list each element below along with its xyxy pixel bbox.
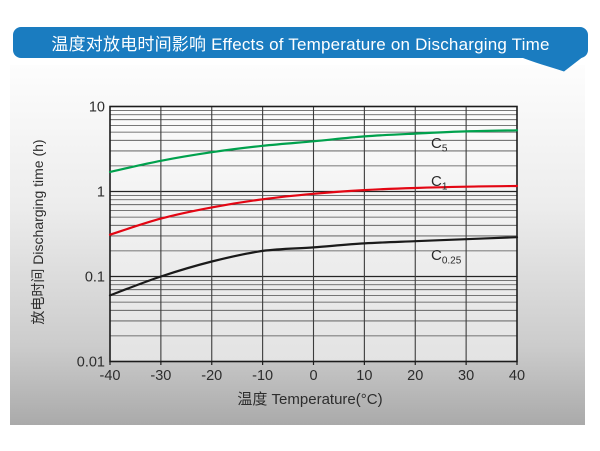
curve-label-C1: C1 <box>431 173 448 193</box>
curves <box>108 129 519 297</box>
grid-lines <box>110 106 517 362</box>
banner-tail-icon <box>518 56 584 72</box>
x-axis-title: 温度 Temperature(°C) <box>237 391 382 408</box>
curve-label-C5: C5 <box>431 135 448 155</box>
x-tick-label: 20 <box>407 368 423 384</box>
x-tick-label: -40 <box>100 368 121 384</box>
x-tick-label: 30 <box>458 368 474 384</box>
x-tick-label: 40 <box>509 368 525 384</box>
axis-tick-labels: 10 1 0.1 0.01-40 -30 -20 -10 0 10 20 30 40 <box>77 100 525 385</box>
curve-labels: C5 C1 C0.25 <box>431 135 462 267</box>
y-tick-label: 0.1 <box>85 270 105 286</box>
y-tick-label: 1 <box>97 185 105 201</box>
y-tick-label: 10 <box>89 100 105 116</box>
x-tick-label: 0 <box>309 368 317 384</box>
y-tick-label: 0.01 <box>77 355 105 371</box>
x-tick-label: -20 <box>201 368 222 384</box>
curve-C5 <box>108 129 519 173</box>
x-tick-label: -30 <box>150 368 171 384</box>
curve-label-C0.25: C0.25 <box>431 247 462 267</box>
axis-titles: 温度 Temperature(°C) 放电时间 Discharging time … <box>30 139 383 408</box>
x-tick-label: -10 <box>252 368 273 384</box>
y-axis-title: 放电时间 Discharging time (h) <box>30 139 46 324</box>
x-tick-label: 10 <box>356 368 372 384</box>
title-banner: 温度对放电时间影响 Effects of Temperature on Disc… <box>13 27 588 58</box>
curve-C1 <box>108 184 519 236</box>
page-title: 温度对放电时间影响 Effects of Temperature on Disc… <box>51 35 550 54</box>
curve-C0.25 <box>108 236 519 297</box>
